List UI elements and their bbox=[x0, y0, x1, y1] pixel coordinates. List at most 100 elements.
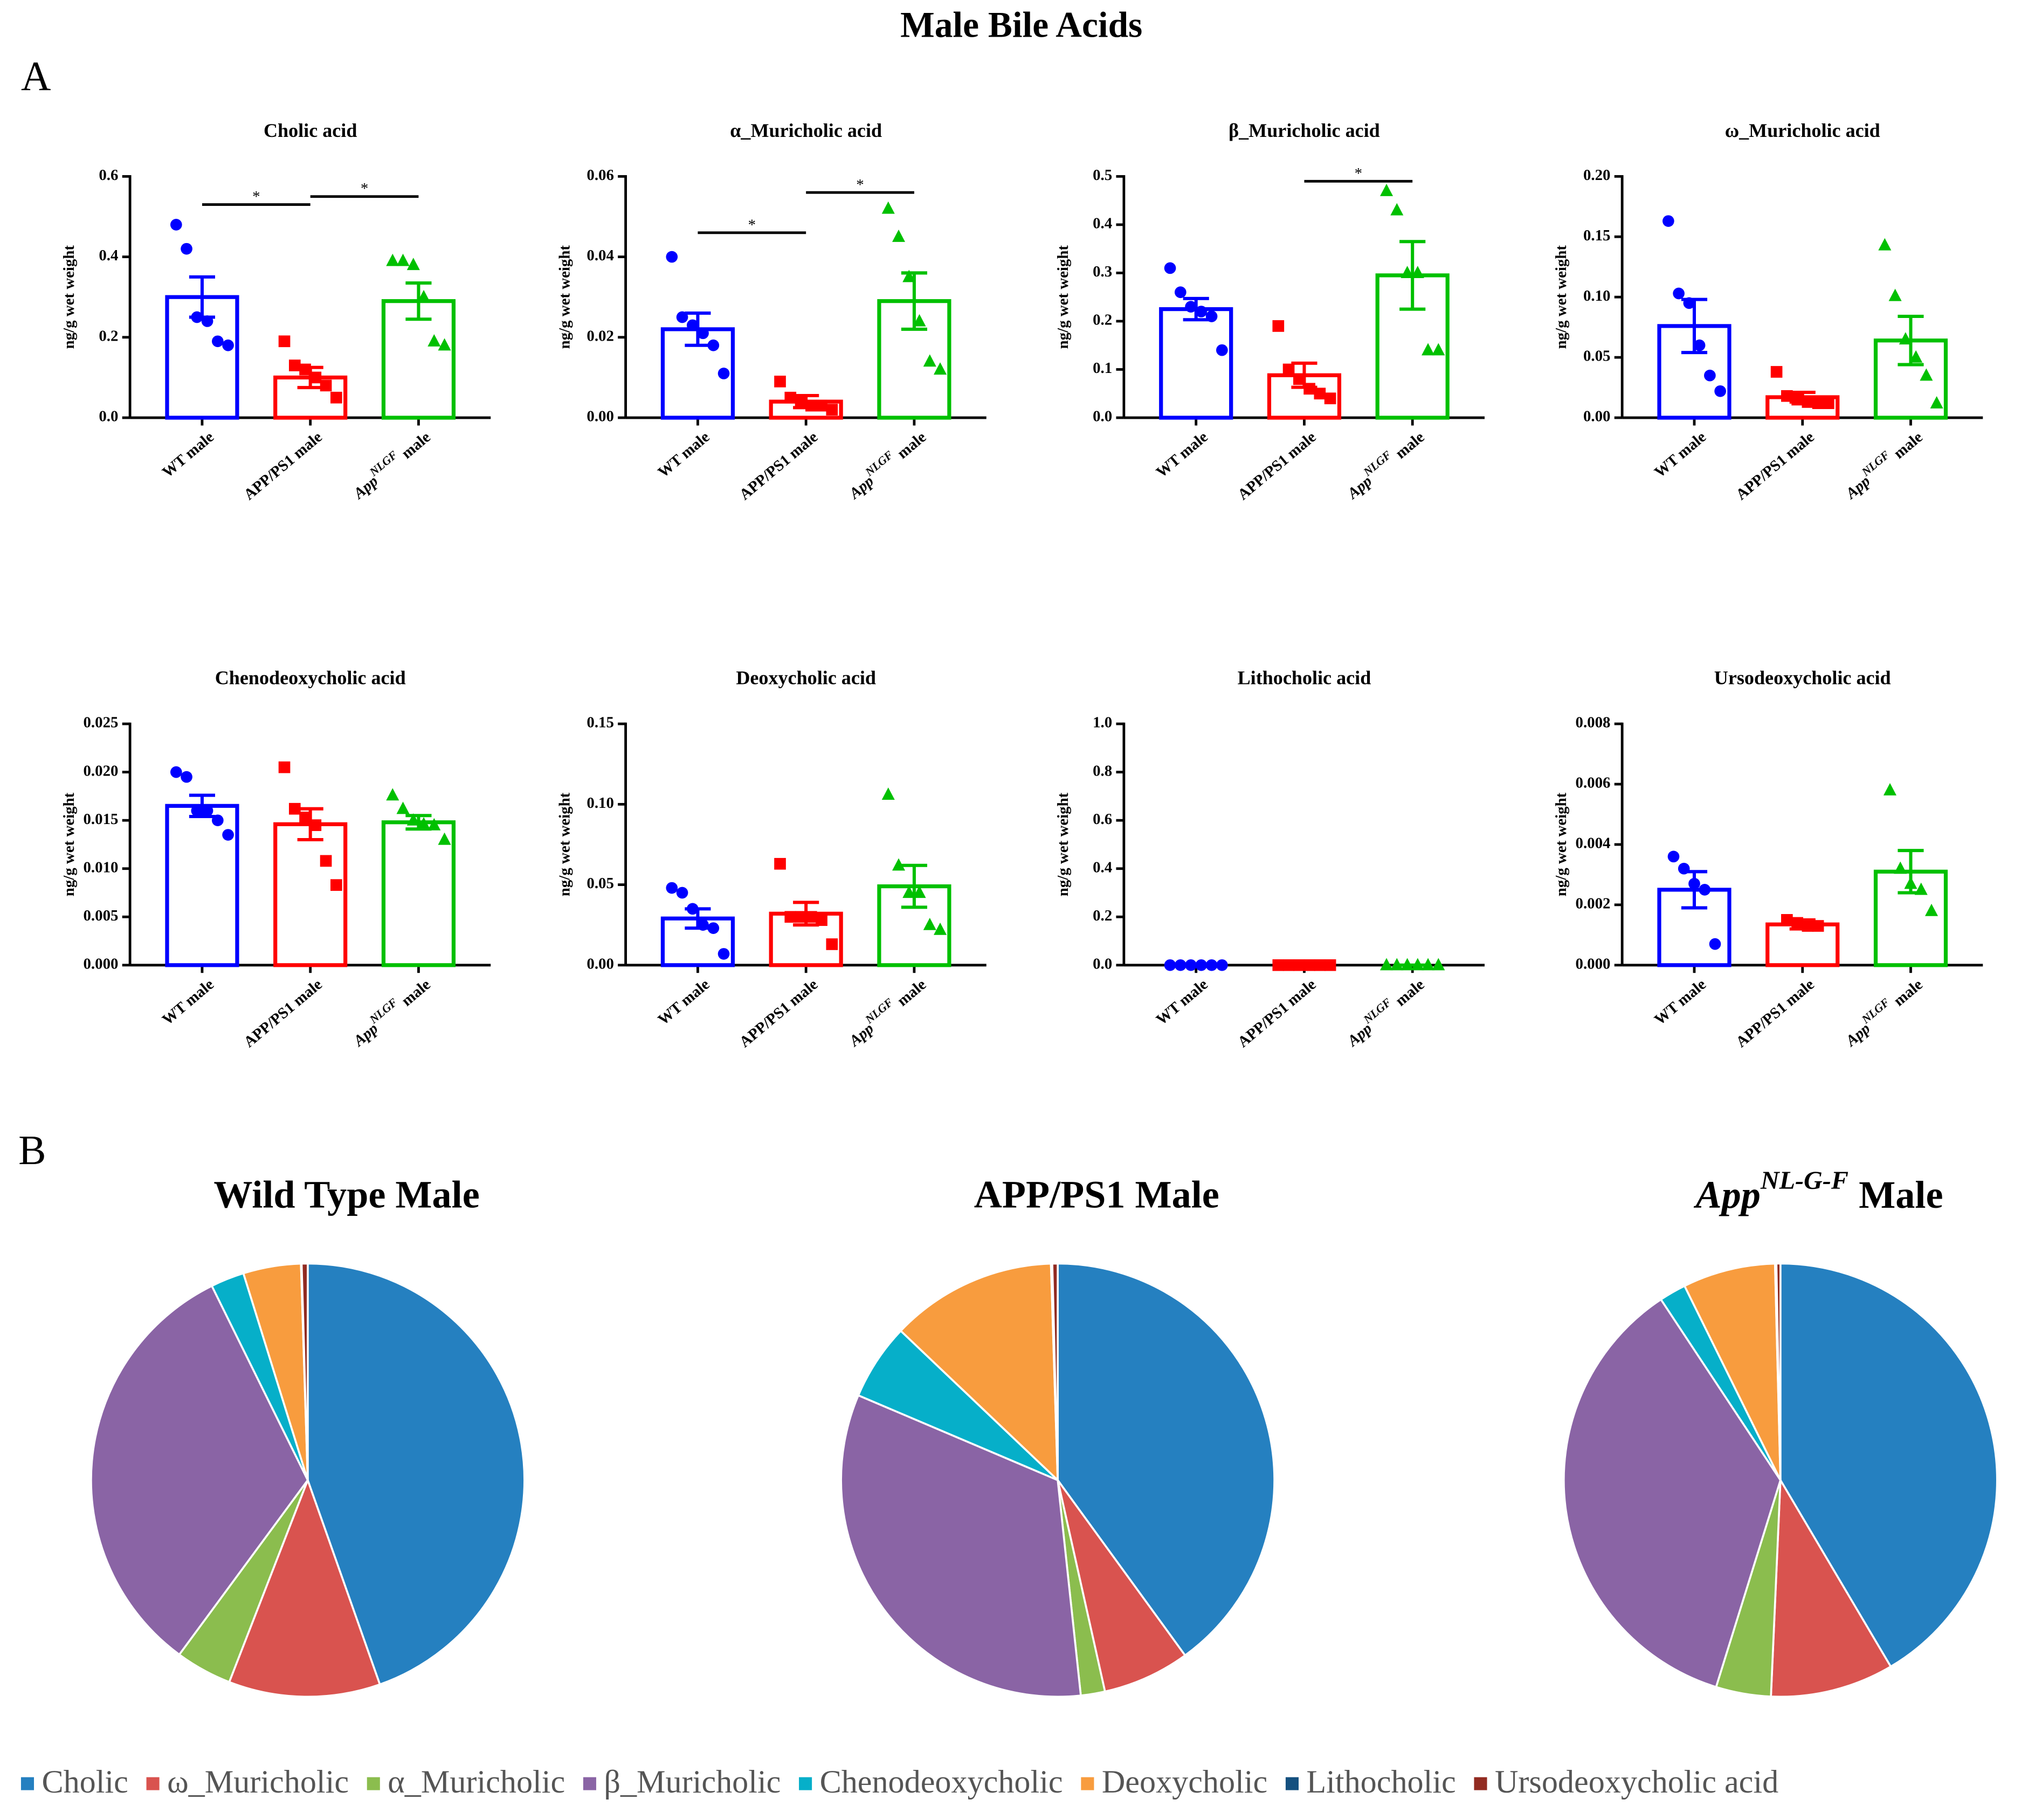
y-axis-label: ng/g wet weight bbox=[1553, 245, 1570, 349]
data-point bbox=[1216, 344, 1228, 356]
data-point bbox=[1272, 320, 1285, 332]
data-point bbox=[201, 805, 213, 817]
legend-label: Cholic bbox=[42, 1764, 128, 1800]
chart-title: α_Muricholic acid bbox=[730, 120, 882, 141]
y-axis-label: ng/g wet weight bbox=[556, 792, 573, 896]
data-point bbox=[923, 917, 936, 930]
pie-slice bbox=[90, 1284, 309, 1656]
pie-title: Wild Type Male bbox=[213, 1173, 479, 1216]
data-point bbox=[826, 404, 838, 416]
y-tick-label: 0.20 bbox=[1583, 167, 1611, 184]
data-point bbox=[1693, 339, 1706, 351]
data-point bbox=[1791, 393, 1803, 406]
data-point bbox=[826, 938, 838, 950]
y-tick-label: 0.000 bbox=[83, 955, 118, 972]
data-point bbox=[1878, 238, 1892, 251]
chart-title: Ursodeoxycholic acid bbox=[1714, 667, 1891, 689]
data-point bbox=[1422, 958, 1435, 971]
data-point bbox=[934, 362, 947, 375]
y-tick-label: 0.4 bbox=[1093, 859, 1112, 876]
data-point bbox=[181, 771, 192, 783]
data-point bbox=[697, 327, 709, 340]
data-point bbox=[1411, 266, 1424, 279]
pie-slice bbox=[300, 1262, 309, 1480]
data-point bbox=[1314, 387, 1326, 400]
y-tick-label: 0.8 bbox=[1093, 762, 1112, 779]
data-point bbox=[1930, 396, 1943, 409]
data-point bbox=[1324, 392, 1336, 405]
data-point bbox=[1920, 368, 1933, 381]
significance-label: * bbox=[1355, 165, 1362, 182]
data-point bbox=[330, 391, 342, 404]
data-point bbox=[1205, 959, 1218, 971]
error-bar bbox=[901, 271, 927, 331]
data-point bbox=[278, 761, 291, 773]
y-tick-label: 0.02 bbox=[587, 327, 614, 344]
data-point bbox=[784, 911, 797, 923]
pie-slice bbox=[1779, 1262, 1998, 1668]
error-bar bbox=[901, 863, 927, 909]
data-point bbox=[1174, 286, 1186, 299]
legend-label: β_Muricholic bbox=[604, 1764, 781, 1800]
data-point bbox=[1195, 306, 1208, 317]
data-point bbox=[201, 315, 213, 327]
data-point bbox=[816, 399, 827, 412]
data-point bbox=[1282, 959, 1295, 971]
pie-slice bbox=[1057, 1479, 1186, 1693]
data-point bbox=[902, 269, 916, 282]
data-point bbox=[406, 813, 420, 826]
pie-slice bbox=[1563, 1298, 1782, 1688]
y-tick-label: 0.15 bbox=[1583, 227, 1611, 244]
figure-title: Male Bile Acids bbox=[900, 4, 1142, 45]
data-point bbox=[1781, 914, 1793, 926]
pie-title-rest: Male bbox=[1859, 1173, 1943, 1216]
data-point bbox=[1282, 363, 1295, 376]
y-axis-label: ng/g wet weight bbox=[1054, 792, 1072, 896]
pie-slice bbox=[1770, 1477, 1892, 1698]
pie-slice bbox=[1775, 1262, 1782, 1480]
data-point bbox=[1324, 959, 1336, 971]
data-point bbox=[1688, 877, 1700, 890]
data-point bbox=[1812, 397, 1824, 410]
legend-swatch bbox=[367, 1777, 380, 1790]
data-point bbox=[666, 251, 678, 263]
data-point bbox=[1899, 332, 1912, 345]
data-point bbox=[1904, 876, 1917, 889]
y-tick-label: 0.004 bbox=[1576, 835, 1611, 852]
data-point bbox=[170, 219, 182, 231]
error-bar bbox=[685, 312, 711, 347]
legend-swatch bbox=[146, 1777, 160, 1790]
data-point bbox=[1673, 287, 1685, 300]
legend-swatch bbox=[1081, 1777, 1094, 1790]
y-tick-label: 0.0 bbox=[1093, 955, 1112, 972]
y-tick-label: 0.2 bbox=[1093, 907, 1112, 924]
panel-label: A bbox=[21, 53, 51, 99]
y-axis-label: ng/g wet weight bbox=[1054, 245, 1072, 349]
data-point bbox=[288, 802, 301, 815]
y-tick-label: 0.00 bbox=[587, 408, 614, 425]
y-tick-label: 0.1 bbox=[1093, 359, 1112, 377]
data-point bbox=[676, 311, 688, 323]
data-point bbox=[288, 359, 301, 371]
data-point bbox=[396, 801, 410, 814]
data-point bbox=[774, 376, 786, 387]
legend-label: α_Muricholic bbox=[388, 1764, 565, 1800]
data-point bbox=[1667, 850, 1680, 863]
data-point bbox=[1174, 959, 1186, 971]
data-point bbox=[913, 885, 926, 898]
data-point bbox=[892, 858, 906, 871]
pie-title: APP/PS1 Male bbox=[974, 1173, 1219, 1216]
pie-slice bbox=[899, 1262, 1059, 1483]
significance-label: * bbox=[856, 176, 864, 193]
data-point bbox=[1812, 920, 1824, 932]
chart-title: Deoxycholic acid bbox=[736, 667, 876, 689]
data-point bbox=[191, 805, 203, 817]
legend-swatch bbox=[583, 1777, 596, 1790]
data-point bbox=[278, 335, 291, 348]
legend-label: Deoxycholic bbox=[1102, 1764, 1267, 1800]
data-point bbox=[934, 922, 947, 935]
y-axis-label: ng/g wet weight bbox=[556, 245, 573, 349]
data-point bbox=[417, 289, 431, 302]
y-tick-label: 0.002 bbox=[1576, 895, 1611, 912]
